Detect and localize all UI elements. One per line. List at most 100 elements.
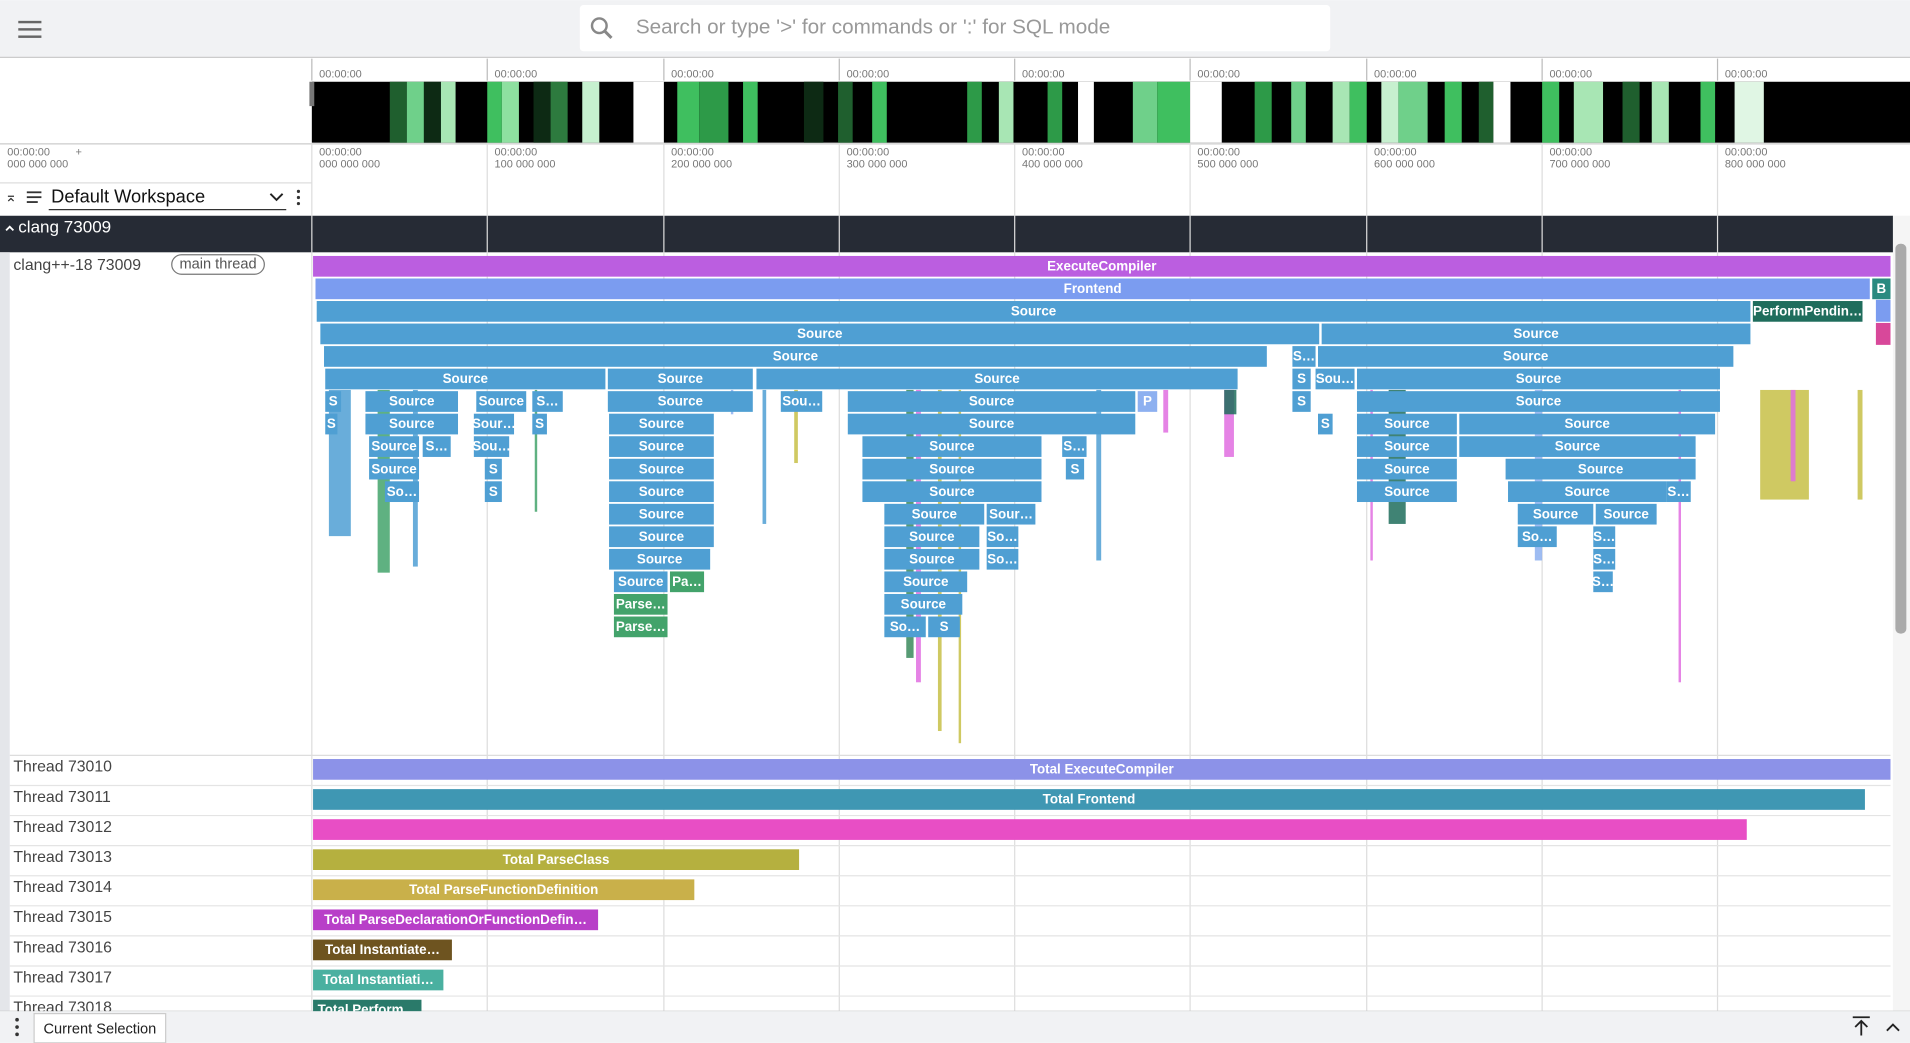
slice[interactable] (609, 481, 714, 503)
slice[interactable] (1065, 458, 1085, 480)
tab[interactable] (33, 1013, 167, 1043)
slice[interactable] (607, 368, 753, 390)
footer-menu[interactable] (15, 1017, 19, 1037)
slice[interactable] (1315, 368, 1355, 390)
slice[interactable] (1593, 526, 1616, 548)
slice[interactable] (476, 391, 527, 412)
thread-slice[interactable] (313, 909, 599, 931)
slice[interactable] (609, 436, 714, 457)
thread-slice[interactable] (313, 879, 695, 901)
slice[interactable] (1321, 323, 1751, 345)
slice[interactable] (473, 436, 510, 457)
thread-slice[interactable] (313, 819, 1747, 840)
slice[interactable] (1317, 346, 1734, 367)
slice[interactable] (325, 368, 606, 390)
slice[interactable] (1292, 346, 1316, 367)
thread-slice[interactable] (313, 849, 800, 871)
slice[interactable] (532, 391, 563, 412)
slice[interactable] (365, 413, 459, 435)
slice[interactable] (1752, 301, 1863, 322)
slice[interactable] (613, 616, 668, 638)
slice[interactable] (884, 503, 985, 525)
process-header[interactable] (0, 215, 1893, 253)
slice[interactable] (986, 548, 1019, 570)
slice[interactable] (313, 255, 1891, 277)
slice[interactable] (1356, 481, 1457, 503)
slice[interactable] (1593, 548, 1616, 570)
slice[interactable] (613, 571, 668, 593)
slice[interactable] (1356, 458, 1457, 480)
slice[interactable] (609, 526, 714, 548)
slice[interactable] (365, 391, 459, 412)
footer-controls[interactable] (1852, 1016, 1900, 1036)
slice[interactable] (473, 413, 515, 435)
slice[interactable] (862, 436, 1042, 457)
workspace-dropdown[interactable] (269, 193, 284, 202)
slice[interactable] (884, 593, 963, 615)
slice[interactable] (1517, 526, 1557, 548)
slice[interactable] (609, 548, 711, 570)
search-box[interactable] (579, 5, 1331, 52)
slice[interactable] (1292, 391, 1311, 412)
slice[interactable] (609, 413, 714, 435)
thread-slice[interactable] (313, 789, 1865, 810)
slice[interactable] (1666, 481, 1691, 503)
slice[interactable] (847, 391, 1136, 412)
workspace-name[interactable]: Default Workspace (51, 185, 205, 206)
thread-slice[interactable] (313, 759, 1891, 780)
slice[interactable] (609, 458, 714, 480)
slice[interactable] (928, 616, 960, 638)
slice[interactable] (756, 368, 1238, 390)
slice[interactable] (1595, 503, 1657, 525)
slice[interactable] (1459, 436, 1696, 457)
slice[interactable] (1292, 368, 1311, 390)
slice[interactable] (325, 391, 342, 412)
slice[interactable] (609, 503, 714, 525)
slice[interactable] (1317, 413, 1333, 435)
slice[interactable] (1356, 436, 1457, 457)
slice[interactable] (1508, 481, 1667, 503)
slice[interactable] (862, 458, 1042, 480)
slice[interactable] (422, 436, 451, 457)
slice[interactable] (1356, 413, 1457, 435)
overview-segment (998, 81, 1014, 143)
scroll-thumb[interactable] (1895, 243, 1907, 634)
slice[interactable] (669, 571, 705, 593)
slice[interactable] (1137, 391, 1158, 412)
slice[interactable] (315, 278, 1870, 300)
slice[interactable] (1356, 391, 1720, 412)
workspace-menu[interactable] (296, 189, 301, 206)
slice[interactable] (607, 391, 753, 412)
slice[interactable] (884, 616, 926, 638)
slice[interactable] (862, 481, 1042, 503)
slice[interactable] (847, 413, 1136, 435)
thread-slice[interactable] (313, 939, 452, 961)
slice[interactable] (884, 548, 980, 570)
slice[interactable] (369, 458, 420, 480)
slice[interactable] (884, 571, 968, 593)
slice[interactable] (1505, 458, 1696, 480)
slice[interactable] (484, 458, 502, 480)
menu-button[interactable] (18, 20, 42, 38)
slice[interactable] (780, 391, 823, 412)
slice[interactable] (1459, 413, 1716, 435)
slice[interactable] (1872, 278, 1891, 300)
slice[interactable] (1593, 571, 1613, 593)
slice[interactable] (316, 301, 1751, 322)
slice[interactable] (1356, 368, 1720, 390)
slice[interactable] (986, 526, 1019, 548)
slice[interactable] (324, 346, 1267, 367)
thread-slice[interactable] (313, 969, 444, 991)
slice[interactable] (369, 436, 420, 457)
slice[interactable] (986, 503, 1036, 525)
slice[interactable] (1517, 503, 1594, 525)
slice[interactable] (484, 481, 502, 503)
slice[interactable] (884, 526, 980, 548)
collapse-icon[interactable]: ⌅ (5, 189, 17, 205)
slice[interactable] (1062, 436, 1087, 457)
slice[interactable] (532, 413, 547, 435)
slice[interactable] (320, 323, 1320, 345)
slice[interactable] (384, 481, 420, 503)
slice[interactable] (325, 413, 338, 435)
slice[interactable] (613, 593, 668, 615)
